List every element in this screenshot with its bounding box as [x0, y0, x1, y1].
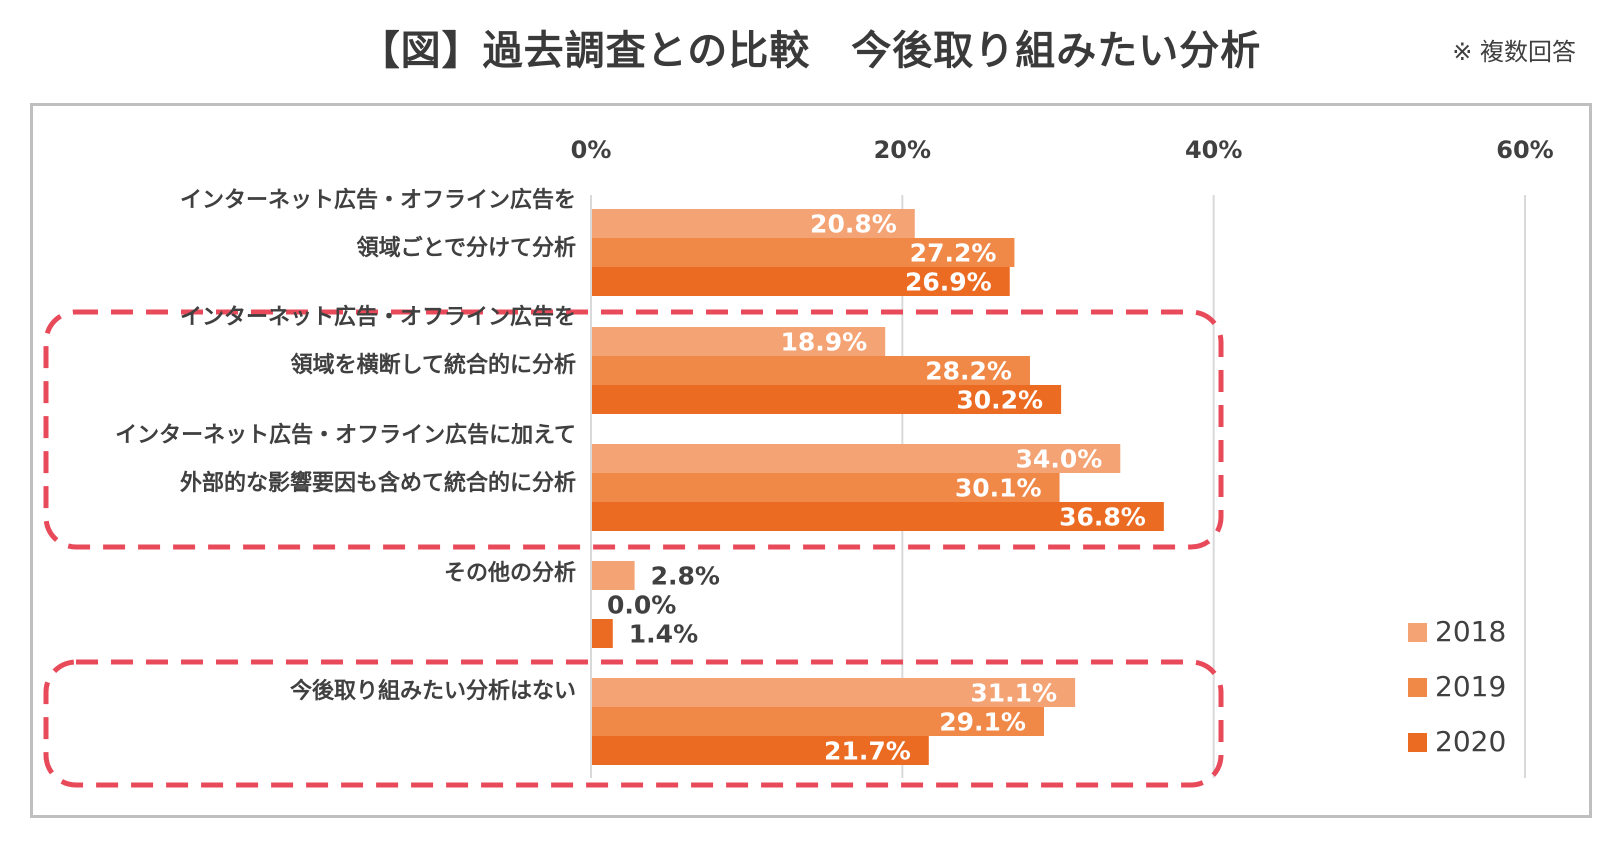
x-tick-label: 40% — [1185, 136, 1242, 164]
highlight-box — [43, 309, 1224, 550]
data-label: 21.7% — [824, 737, 911, 766]
data-label: 29.1% — [939, 708, 1026, 737]
data-label: 28.2% — [925, 357, 1012, 386]
category-label: 今後取り組みたい分析はない — [289, 679, 576, 704]
bar-2019 — [591, 707, 1044, 736]
bar-2020 — [591, 267, 1010, 296]
bar-2018 — [591, 444, 1121, 473]
data-label: 27.2% — [910, 239, 997, 268]
data-label: 34.0% — [1016, 445, 1103, 474]
data-label: 36.8% — [1059, 503, 1146, 532]
data-label: 20.8% — [810, 210, 897, 239]
legend-label: 2020 — [1435, 725, 1506, 758]
bar-2020 — [591, 736, 929, 765]
bar-2020 — [591, 502, 1164, 531]
x-tick-label: 60% — [1496, 136, 1553, 164]
x-tick-label: 0% — [571, 136, 612, 164]
chart-title: 【図】過去調査との比較 今後取り組みたい分析 — [359, 28, 1262, 74]
data-label: 0.0% — [607, 591, 676, 620]
category-label: その他の分析 — [443, 561, 576, 586]
bar-2019 — [591, 356, 1030, 385]
highlight-box — [43, 659, 1224, 788]
category-label: インターネット広告・オフライン広告を — [179, 188, 576, 213]
category-label: 領域を横断して統合的に分析 — [290, 353, 576, 378]
chart-frame — [30, 103, 1592, 818]
data-label: 31.1% — [970, 679, 1057, 708]
legend-swatch-2019 — [1408, 678, 1427, 697]
bar-2019 — [591, 473, 1060, 502]
category-label: 領域ごとで分けて分析 — [356, 236, 576, 261]
data-label: 2.8% — [651, 562, 720, 591]
bar-2018 — [591, 561, 635, 590]
legend-label: 2018 — [1435, 615, 1506, 648]
bar-2020 — [591, 619, 613, 648]
multiple-answer-note: ※ 複数回答 — [1452, 38, 1576, 66]
data-label: 18.9% — [780, 328, 867, 357]
bar-2020 — [591, 385, 1062, 414]
bar-2018 — [591, 327, 886, 356]
legend-label: 2019 — [1435, 670, 1506, 703]
bar-2018 — [591, 678, 1076, 707]
bar-2019 — [591, 238, 1015, 267]
data-label: 30.2% — [956, 386, 1043, 415]
legend-swatch-2020 — [1408, 733, 1427, 752]
category-label: インターネット広告・オフライン広告を — [179, 305, 576, 330]
bar-2018 — [591, 209, 915, 238]
data-label: 26.9% — [905, 268, 992, 297]
legend-swatch-2018 — [1408, 623, 1427, 642]
data-label: 1.4% — [629, 620, 698, 649]
data-label: 30.1% — [955, 474, 1042, 503]
category-label: 外部的な影響要因も含めて統合的に分析 — [179, 471, 576, 496]
category-label: インターネット広告・オフライン広告に加えて — [115, 423, 576, 448]
x-tick-label: 20% — [874, 136, 931, 164]
